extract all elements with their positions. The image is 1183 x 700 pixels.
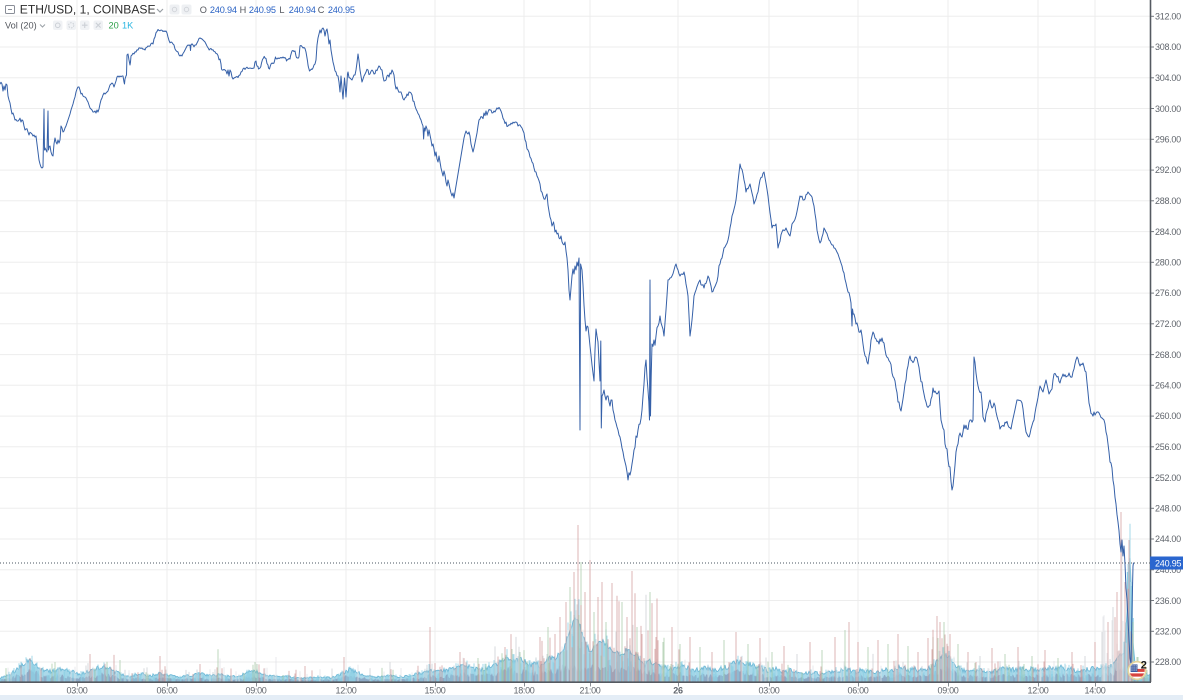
svg-text:L: L bbox=[279, 5, 284, 15]
svg-text:292.00: 292.00 bbox=[1155, 165, 1181, 175]
svg-text:244.00: 244.00 bbox=[1155, 534, 1181, 544]
svg-text:260.00: 260.00 bbox=[1155, 411, 1181, 421]
svg-text:14:00: 14:00 bbox=[1084, 686, 1105, 696]
svg-text:312.00: 312.00 bbox=[1155, 12, 1181, 22]
svg-text:280.00: 280.00 bbox=[1155, 258, 1181, 268]
svg-text:C: C bbox=[318, 5, 325, 15]
svg-text:06:00: 06:00 bbox=[847, 686, 868, 696]
svg-text:240.94: 240.94 bbox=[210, 5, 237, 15]
svg-text:236.00: 236.00 bbox=[1155, 596, 1181, 606]
svg-text:300.00: 300.00 bbox=[1155, 104, 1181, 114]
svg-text:03:00: 03:00 bbox=[758, 686, 779, 696]
svg-text:228.00: 228.00 bbox=[1155, 657, 1181, 667]
svg-text:1K: 1K bbox=[122, 20, 134, 30]
svg-text:232.00: 232.00 bbox=[1155, 627, 1181, 637]
svg-text:288.00: 288.00 bbox=[1155, 196, 1181, 206]
svg-text:O: O bbox=[200, 5, 207, 15]
svg-text:240.95: 240.95 bbox=[249, 5, 276, 15]
svg-text:03:00: 03:00 bbox=[66, 686, 87, 696]
svg-text:272.00: 272.00 bbox=[1155, 319, 1181, 329]
svg-text:268.00: 268.00 bbox=[1155, 350, 1181, 360]
svg-text:09:00: 09:00 bbox=[245, 686, 266, 696]
svg-text:ETH/USD, 1, COINBASE: ETH/USD, 1, COINBASE bbox=[20, 3, 156, 17]
svg-text:240.95: 240.95 bbox=[328, 5, 355, 15]
svg-text:Vol (20): Vol (20) bbox=[5, 20, 37, 30]
svg-text:09:00: 09:00 bbox=[937, 686, 958, 696]
svg-text:12:00: 12:00 bbox=[335, 686, 356, 696]
svg-text:256.00: 256.00 bbox=[1155, 442, 1181, 452]
svg-text:284.00: 284.00 bbox=[1155, 227, 1181, 237]
svg-text:276.00: 276.00 bbox=[1155, 288, 1181, 298]
svg-text:264.00: 264.00 bbox=[1155, 381, 1181, 391]
svg-text:26: 26 bbox=[673, 686, 683, 696]
svg-text:308.00: 308.00 bbox=[1155, 42, 1181, 52]
svg-text:H: H bbox=[240, 5, 247, 15]
svg-text:240.95: 240.95 bbox=[1155, 558, 1182, 568]
svg-text:12:00: 12:00 bbox=[1027, 686, 1048, 696]
svg-text:18:00: 18:00 bbox=[513, 686, 534, 696]
svg-text:21:00: 21:00 bbox=[579, 686, 600, 696]
svg-text:20: 20 bbox=[109, 20, 119, 30]
svg-text:240.94: 240.94 bbox=[289, 5, 316, 15]
svg-text:2: 2 bbox=[1141, 660, 1147, 672]
svg-text:304.00: 304.00 bbox=[1155, 73, 1181, 83]
svg-text:06:00: 06:00 bbox=[156, 686, 177, 696]
svg-text:252.00: 252.00 bbox=[1155, 473, 1181, 483]
svg-text:248.00: 248.00 bbox=[1155, 504, 1181, 514]
svg-text:240.00: 240.00 bbox=[1155, 565, 1181, 575]
svg-text:296.00: 296.00 bbox=[1155, 135, 1181, 145]
svg-text:15:00: 15:00 bbox=[424, 686, 445, 696]
